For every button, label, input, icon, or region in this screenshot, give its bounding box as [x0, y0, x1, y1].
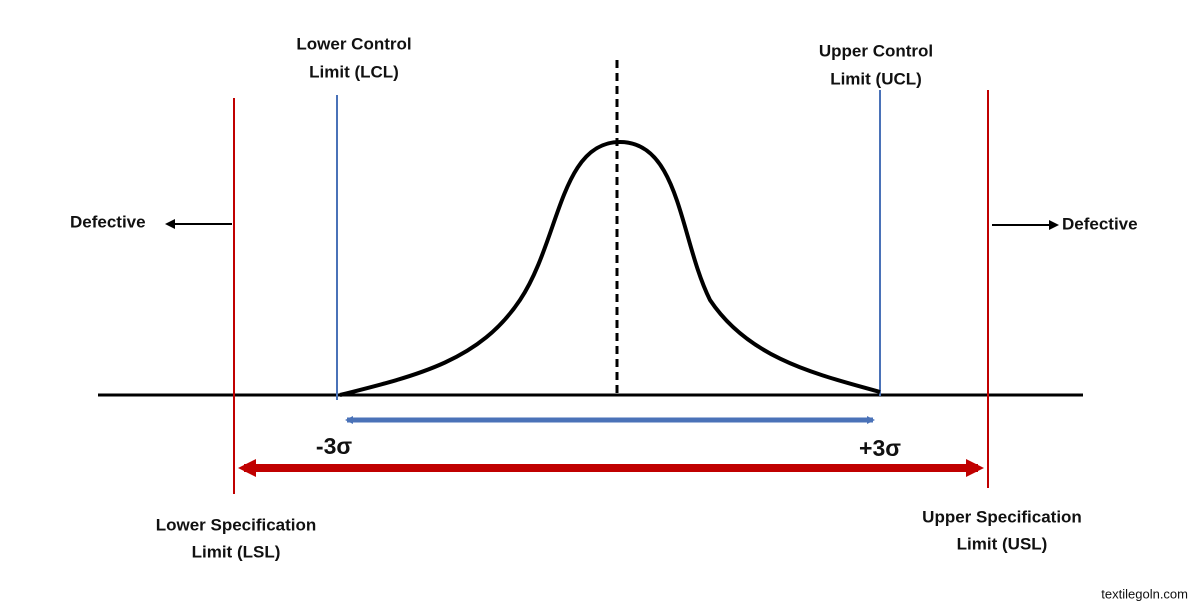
defective-label: Defective [70, 212, 146, 231]
lcl-label: Limit (LCL) [309, 62, 399, 81]
lsl-label: Limit (LSL) [192, 542, 281, 561]
lsl-label: Lower Specification [156, 515, 317, 534]
sigma-label: +3σ [859, 435, 901, 461]
defective-label: Defective [1062, 214, 1138, 233]
ucl-label: Upper Control [819, 41, 933, 60]
usl-label: Limit (USL) [957, 534, 1048, 553]
lcl-label: Lower Control [296, 34, 411, 53]
source-label: textilegoln.com [1101, 586, 1188, 601]
sigma-label: -3σ [316, 433, 352, 459]
usl-label: Upper Specification [922, 507, 1082, 526]
bell-curve [339, 139, 881, 397]
ucl-label: Limit (UCL) [830, 69, 922, 88]
